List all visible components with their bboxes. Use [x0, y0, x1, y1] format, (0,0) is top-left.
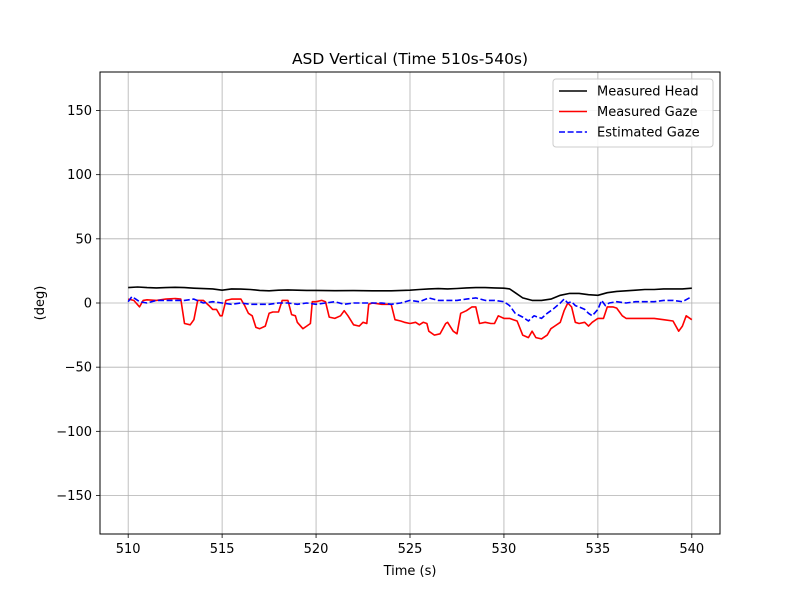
- y-tick-label: 0: [84, 297, 92, 312]
- x-tick-label: 510: [116, 542, 141, 557]
- y-tick-label: −100: [56, 425, 92, 440]
- x-axis-label: Time (s): [383, 564, 437, 579]
- legend: Measured Head Measured Gaze Estimated Gaze: [552, 78, 714, 148]
- axis-ticks: 510 515 520 525 530 535 540 −150 −100 −50 0 50 100 15…: [56, 104, 704, 557]
- legend-label: Estimated Gaze: [597, 126, 700, 141]
- x-tick-label: 520: [304, 542, 329, 557]
- legend-label: Measured Gaze: [597, 105, 698, 120]
- legend-box: [552, 78, 714, 148]
- series-line-measured-gaze: [128, 297, 693, 340]
- x-tick-label: 530: [492, 542, 517, 557]
- y-tick-label: −150: [56, 489, 92, 504]
- y-axis-label: (deg): [33, 286, 48, 321]
- series-line-measured-head: [128, 286, 692, 302]
- x-tick-label: 525: [398, 542, 423, 557]
- x-tick-label: 535: [585, 542, 610, 557]
- chart-title: ASD Vertical (Time 510s-540s): [292, 50, 528, 68]
- legend-label: Measured Head: [597, 85, 699, 100]
- y-tick-label: −50: [65, 361, 92, 376]
- x-tick-label: 515: [210, 542, 235, 557]
- y-tick-label: 50: [75, 232, 92, 247]
- x-tick-label: 540: [679, 542, 704, 557]
- y-tick-label: 100: [67, 168, 92, 183]
- series-line-estimated-gaze: [127, 295, 693, 322]
- plot-lines: [127, 286, 693, 340]
- y-tick-label: 150: [67, 104, 92, 119]
